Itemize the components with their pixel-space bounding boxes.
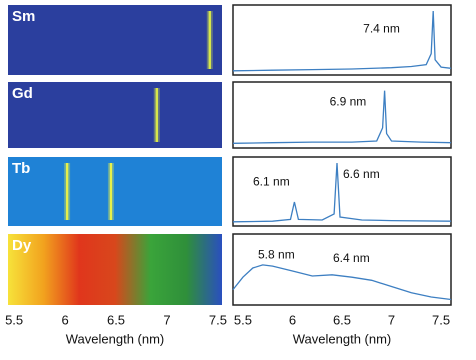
x-tick-label: 7 (388, 312, 395, 327)
peak-annotation: 6.4 nm (333, 251, 370, 265)
element-label: Tb (12, 160, 30, 177)
x-axis-label: Wavelength (nm) (66, 331, 165, 346)
x-axis-label: Wavelength (nm) (293, 331, 392, 346)
peak-annotation: 7.4 nm (363, 22, 400, 36)
spectrum-line (232, 264, 452, 301)
spectral-image (8, 157, 222, 226)
x-tick-label: 7.5 (209, 312, 227, 327)
x-tick-label: 6 (61, 312, 68, 327)
element-label: Sm (12, 8, 35, 25)
peak-annotation: 6.6 nm (343, 167, 380, 181)
spectral-image (8, 82, 222, 148)
plot-frame (232, 4, 452, 76)
x-tick-label: 5.5 (234, 312, 252, 327)
element-label: Gd (12, 85, 33, 102)
spectrum-line (232, 90, 452, 144)
peak-annotation: 6.1 nm (253, 174, 290, 188)
emission-line (208, 11, 211, 69)
x-tick-label: 6.5 (107, 312, 125, 327)
x-tick-label: 7 (163, 312, 170, 327)
emission-line (109, 163, 113, 220)
plot-frame (232, 156, 452, 227)
spectrum-line (232, 10, 452, 72)
spectrum-line (232, 162, 452, 223)
peak-annotation: 6.9 nm (330, 95, 367, 109)
emission-line (65, 163, 69, 220)
plot-frame (232, 81, 452, 149)
x-tick-label: 6 (289, 312, 296, 327)
emission-line (155, 88, 158, 142)
x-tick-label: 6.5 (333, 312, 351, 327)
x-tick-label: 7.5 (432, 312, 450, 327)
spectral-image (8, 234, 222, 305)
x-tick-label: 5.5 (5, 312, 23, 327)
element-label: Dy (12, 237, 32, 254)
spectral-image (8, 5, 222, 75)
peak-annotation: 5.8 nm (258, 248, 295, 262)
